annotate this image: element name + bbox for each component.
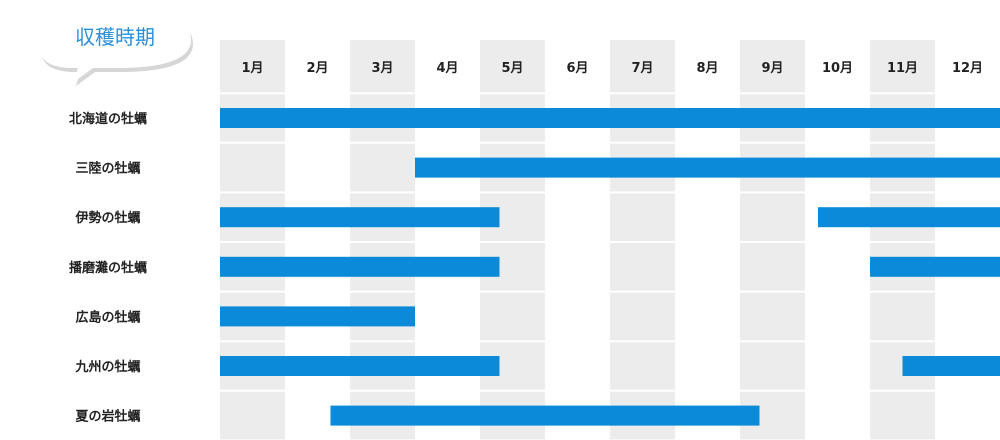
row-label: 九州の牡蠣 [74, 359, 140, 375]
month-label: 5月 [501, 61, 523, 76]
title-bubble: 収穫時期 [38, 10, 193, 86]
month-column-shade [350, 40, 415, 440]
harvest-bar [220, 306, 415, 327]
row-label: 北海道の牡蠣 [69, 111, 147, 127]
month-label: 9月 [761, 61, 783, 76]
month-column-shade [610, 40, 675, 440]
month-label: 1月 [241, 61, 263, 76]
row-label: 広島の牡蠣 [75, 309, 140, 325]
harvest-bar [902, 356, 1000, 376]
month-label: 10月 [822, 61, 853, 76]
harvest-bar [330, 405, 760, 426]
row-dividers [220, 92, 1000, 440]
row-label: 夏の岩牡蠣 [74, 409, 140, 425]
month-label: 6月 [566, 61, 588, 76]
month-label: 12月 [952, 61, 983, 76]
row-label: 播磨灘の牡蠣 [69, 260, 147, 276]
harvest-bar [220, 207, 500, 228]
month-column-backgrounds [220, 40, 935, 440]
month-column-shade [740, 40, 805, 440]
month-column-shade [870, 40, 935, 440]
title-bubble-body [38, 10, 191, 82]
harvest-bar [220, 256, 500, 277]
harvest-bar [870, 256, 1000, 277]
month-column-shade [480, 40, 545, 440]
harvest-bars [220, 108, 1000, 426]
month-labels: 1月 2月 3月 4月 5月 6月 7月 8月 9月 10月 11月 12月 [241, 61, 983, 76]
month-label: 3月 [371, 61, 393, 76]
month-column-shade [220, 40, 285, 440]
row-label: 伊勢の牡蠣 [74, 210, 140, 226]
month-label: 7月 [631, 61, 653, 76]
month-label: 11月 [887, 61, 918, 76]
month-label: 2月 [306, 61, 328, 76]
row-label: 三陸の牡蠣 [75, 161, 140, 177]
chart-title: 収穫時期 [75, 25, 155, 49]
harvest-bar [818, 207, 1000, 228]
harvest-bar [220, 356, 500, 376]
harvest-bar [415, 157, 1000, 178]
harvest-bar [220, 108, 1000, 128]
month-label: 8月 [696, 61, 718, 76]
month-label: 4月 [436, 61, 458, 76]
